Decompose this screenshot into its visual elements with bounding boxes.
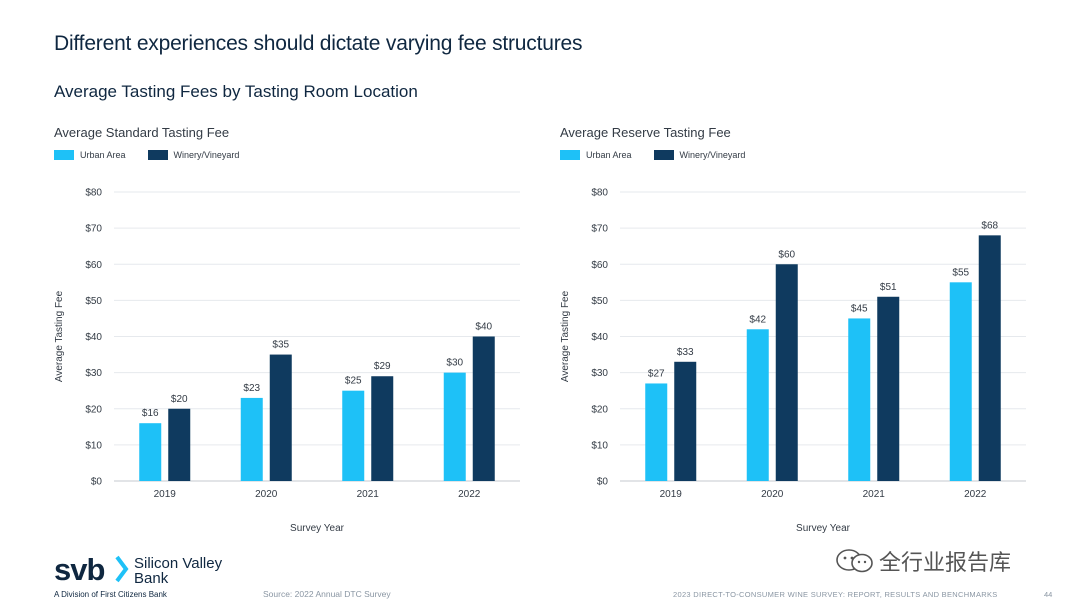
legend-label-urban: Urban Area <box>80 150 126 160</box>
bar-urban <box>645 383 668 481</box>
y-tick-label: $0 <box>91 477 103 488</box>
y-tick-label: $50 <box>85 296 102 307</box>
legend-swatch-winery <box>147 150 168 160</box>
data-label: $40 <box>475 322 492 333</box>
x-axis-title: Survey Year <box>290 523 345 534</box>
legend-swatch-urban <box>54 150 74 160</box>
chart-plot-area: $0 $10 $20 $30 $40 $50 $60 $70 $80 $16 $20 2019 $23 $… <box>54 188 520 534</box>
watermark: 全行业报告库 <box>835 545 1011 577</box>
watermark-text: 全行业报告库 <box>879 550 1012 575</box>
bar-urban <box>139 423 162 481</box>
legend-item-urban: Urban Area <box>54 150 126 160</box>
x-tick-label: 2019 <box>154 489 177 500</box>
data-label: $20 <box>171 394 188 405</box>
data-label: $55 <box>952 267 969 278</box>
chat-bubble-icon <box>836 549 873 573</box>
y-tick-label: $30 <box>591 368 608 379</box>
data-label: $25 <box>345 376 362 387</box>
y-tick-label: $10 <box>85 440 102 451</box>
y-axis-title: Average Tasting Fee <box>560 290 571 382</box>
bar-winery <box>168 408 191 481</box>
x-tick-label: 2021 <box>863 489 886 500</box>
chart-title: Average Reserve Tasting Fee <box>560 125 731 140</box>
y-tick-label: $10 <box>591 440 608 451</box>
legend-label-winery: Winery/Vineyard <box>679 150 746 160</box>
chart-plot-area: $0 $10 $20 $30 $40 $50 $60 $70 $80 $27 $33 2019 $42 $… <box>560 188 1026 534</box>
bar-urban <box>746 329 769 481</box>
y-tick-label: $20 <box>591 404 608 415</box>
y-tick-label: $60 <box>85 260 102 271</box>
x-tick-label: 2019 <box>660 489 683 500</box>
bar-urban <box>848 318 871 481</box>
y-tick-label: $40 <box>85 332 102 343</box>
y-tick-label: $80 <box>591 188 608 199</box>
bar-winery <box>472 336 495 481</box>
y-tick-label: $50 <box>591 296 608 307</box>
logo-name-line1: Silicon Valley <box>134 555 223 572</box>
page-number: 44 <box>1044 590 1053 599</box>
bar-urban <box>443 372 466 481</box>
y-tick-label: $20 <box>85 404 102 415</box>
reserve-fee-chart: Average Reserve Tasting Fee Urban Area W… <box>560 122 1060 542</box>
y-tick-label: $30 <box>85 368 102 379</box>
report-name: 2023 DIRECT-TO-CONSUMER WINE SURVEY: REP… <box>673 590 998 599</box>
bar-winery <box>775 264 798 481</box>
y-tick-label: $70 <box>591 224 608 235</box>
y-tick-label: $40 <box>591 332 608 343</box>
data-label: $30 <box>446 358 463 369</box>
bar-winery <box>978 235 1001 481</box>
bar-urban <box>342 390 365 481</box>
data-label: $27 <box>648 368 665 379</box>
data-label: $29 <box>374 361 391 372</box>
logo-division: A Division of First Citizens Bank <box>54 590 167 599</box>
data-label: $51 <box>880 282 897 293</box>
x-axis-title: Survey Year <box>796 523 851 534</box>
y-tick-label: $80 <box>85 188 102 199</box>
logo-name-line2: Bank <box>134 570 169 587</box>
x-tick-label: 2020 <box>761 489 784 500</box>
legend-swatch-winery <box>653 150 674 160</box>
chart-legend: Urban Area Winery/Vineyard <box>560 150 745 160</box>
x-tick-label: 2020 <box>255 489 278 500</box>
data-label: $60 <box>778 249 795 260</box>
legend-label-urban: Urban Area <box>586 150 632 160</box>
data-label: $42 <box>749 314 766 325</box>
logo-bank-name: Silicon Valley Bank <box>134 556 254 586</box>
x-tick-label: 2022 <box>458 489 481 500</box>
bar-urban <box>949 282 972 481</box>
standard-fee-chart: Average Standard Tasting Fee Urban Area … <box>54 122 554 542</box>
chevron-right-icon <box>115 555 129 583</box>
data-label: $45 <box>851 303 868 314</box>
bar-winery <box>269 354 292 481</box>
chart-legend: Urban Area Winery/Vineyard <box>54 150 239 160</box>
data-label: $68 <box>981 220 998 231</box>
y-axis-title: Average Tasting Fee <box>54 290 65 382</box>
data-label: $33 <box>677 347 694 358</box>
data-label: $35 <box>272 340 289 351</box>
legend-item-winery: Winery/Vineyard <box>653 150 746 160</box>
x-tick-label: 2021 <box>357 489 380 500</box>
legend-item-winery: Winery/Vineyard <box>147 150 240 160</box>
logo-wordmark: svb <box>54 552 105 587</box>
legend-swatch-urban <box>560 150 580 160</box>
legend-label-winery: Winery/Vineyard <box>173 150 240 160</box>
x-tick-label: 2022 <box>964 489 987 500</box>
y-tick-label: $70 <box>85 224 102 235</box>
chart-title: Average Standard Tasting Fee <box>54 125 230 140</box>
data-label: $16 <box>142 408 159 419</box>
page-subtitle: Average Tasting Fees by Tasting Room Loc… <box>54 82 418 101</box>
bar-winery <box>674 361 697 481</box>
y-tick-label: $0 <box>597 477 609 488</box>
bar-urban <box>240 397 263 481</box>
page-title: Different experiences should dictate var… <box>54 32 583 55</box>
source-note: Source: 2022 Annual DTC Survey <box>263 589 391 599</box>
data-label: $23 <box>243 383 260 394</box>
y-tick-label: $60 <box>591 260 608 271</box>
bar-winery <box>371 376 394 481</box>
bar-winery <box>877 296 900 481</box>
legend-item-urban: Urban Area <box>560 150 632 160</box>
